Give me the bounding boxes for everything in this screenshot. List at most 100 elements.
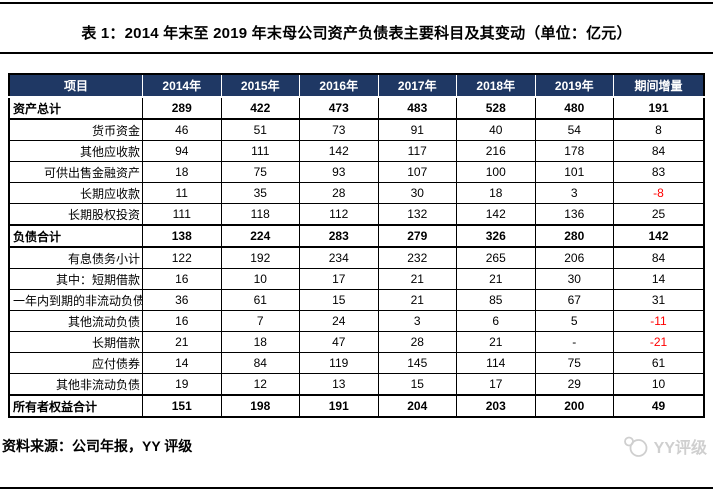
cell-value: 119 [299, 352, 379, 374]
cell-value: 67 [534, 289, 614, 311]
cell-value: 84 [613, 140, 705, 162]
cell-value: 18 [220, 331, 300, 353]
table-row: 资产总计 289 422 473 483 528 480 191 [8, 96, 705, 120]
cell-value: 84 [613, 246, 705, 269]
row-label: 其中：短期借款 [8, 268, 143, 290]
table-title: 表 1：2014 年末至 2019 年末母公司资产负债表主要科目及其变动（单位：… [81, 25, 632, 42]
cell-value: 118 [220, 203, 300, 226]
cell-value: 61 [220, 289, 300, 311]
cell-value: 142 [456, 203, 536, 226]
cell-value: 151 [142, 394, 222, 418]
column-header: 2018年 [456, 73, 536, 98]
cell-value: 28 [377, 331, 457, 353]
cell-value: -8 [613, 182, 705, 204]
cell-value: 15 [377, 373, 457, 396]
row-label: 可供出售金融资产 [8, 161, 143, 183]
cell-value: 204 [377, 394, 457, 418]
table-row: 其他应收款 94 111 142 117 216 178 84 [8, 140, 705, 162]
cell-value: 111 [142, 203, 222, 226]
table-row: 有息债务小计 122 192 234 232 265 206 84 [8, 246, 705, 269]
cell-value: 25 [613, 203, 705, 226]
cell-value: 191 [613, 96, 705, 120]
yy-logo-icon [623, 436, 648, 457]
cell-value: 3 [377, 310, 457, 332]
table-header-row: 项目 2014年 2015年 2016年 2017年 2018年 2019年 期间增量 [8, 73, 705, 98]
table-row: 货币资金 46 51 73 91 40 54 8 [8, 118, 705, 141]
cell-value: 232 [377, 246, 457, 269]
cell-value: 84 [220, 352, 300, 374]
source-note: 资料来源：公司年报，YY 评级 [2, 438, 193, 454]
table-row: 一年内到期的非流动负债 36 61 15 21 85 67 31 [8, 289, 705, 311]
cell-value: 142 [299, 140, 379, 162]
cell-value: 234 [299, 246, 379, 269]
cell-value: 36 [142, 289, 222, 311]
table-row: 负债合计 138 224 283 279 326 280 142 [8, 224, 705, 248]
cell-value: 178 [534, 140, 614, 162]
table-row: 其他非流动负债 19 12 13 15 17 29 10 [8, 373, 705, 396]
row-label: 资产总计 [8, 96, 143, 120]
column-header: 2017年 [377, 73, 457, 98]
cell-value: 192 [220, 246, 300, 269]
column-header: 2019年 [534, 73, 614, 98]
cell-value: 483 [377, 96, 457, 120]
cell-value: 528 [456, 96, 536, 120]
cell-value: 21 [377, 289, 457, 311]
row-label: 其他流动负债 [8, 310, 143, 332]
cell-value: 11 [142, 182, 222, 204]
row-label: 长期应收款 [8, 182, 143, 204]
cell-value: 61 [613, 352, 705, 374]
cell-value: 224 [220, 224, 300, 248]
row-label: 一年内到期的非流动负债 [8, 289, 143, 311]
top-divider [0, 2, 713, 4]
cell-value: 14 [142, 352, 222, 374]
cell-value: 47 [299, 331, 379, 353]
cell-value: 114 [456, 352, 536, 374]
cell-value: 19 [142, 373, 222, 396]
cell-value: 3 [534, 182, 614, 204]
cell-value: 289 [142, 96, 222, 120]
column-header: 项目 [8, 73, 143, 98]
bottom-divider [0, 487, 713, 489]
title-divider [0, 52, 713, 54]
row-label: 货币资金 [8, 118, 143, 141]
cell-value: 132 [377, 203, 457, 226]
cell-value: 145 [377, 352, 457, 374]
cell-value: 279 [377, 224, 457, 248]
table-row: 其中：短期借款 16 10 17 21 21 30 14 [8, 268, 705, 290]
cell-value: 107 [377, 161, 457, 183]
cell-value: 21 [456, 331, 536, 353]
cell-value: 24 [299, 310, 379, 332]
row-label: 负债合计 [8, 224, 143, 248]
cell-value: 16 [142, 268, 222, 290]
cell-value: 49 [613, 394, 705, 418]
column-header: 2016年 [299, 73, 379, 98]
cell-value: 200 [534, 394, 614, 418]
table-row: 可供出售金融资产 18 75 93 107 100 101 83 [8, 161, 705, 183]
cell-value: 51 [220, 118, 300, 141]
cell-value: -21 [613, 331, 705, 353]
cell-value: 21 [456, 268, 536, 290]
cell-value: 198 [220, 394, 300, 418]
column-header: 2015年 [220, 73, 300, 98]
cell-value: 136 [534, 203, 614, 226]
cell-value: 30 [377, 182, 457, 204]
table-row: 长期应收款 11 35 28 30 18 3 -8 [8, 182, 705, 204]
cell-value: 6 [456, 310, 536, 332]
cell-value: - [534, 331, 614, 353]
cell-value: 29 [534, 373, 614, 396]
watermark: YY评级 [622, 434, 707, 458]
cell-value: 21 [377, 268, 457, 290]
table-row: 所有者权益合计 151 198 191 204 203 200 49 [8, 394, 705, 418]
cell-value: 73 [299, 118, 379, 141]
cell-value: 85 [456, 289, 536, 311]
row-label: 其他非流动负债 [8, 373, 143, 396]
cell-value: 280 [534, 224, 614, 248]
row-label: 长期借款 [8, 331, 143, 353]
cell-value: 75 [534, 352, 614, 374]
cell-value: 54 [534, 118, 614, 141]
cell-value: 16 [142, 310, 222, 332]
cell-value: 191 [299, 394, 379, 418]
row-label: 应付债券 [8, 352, 143, 374]
cell-value: 91 [377, 118, 457, 141]
